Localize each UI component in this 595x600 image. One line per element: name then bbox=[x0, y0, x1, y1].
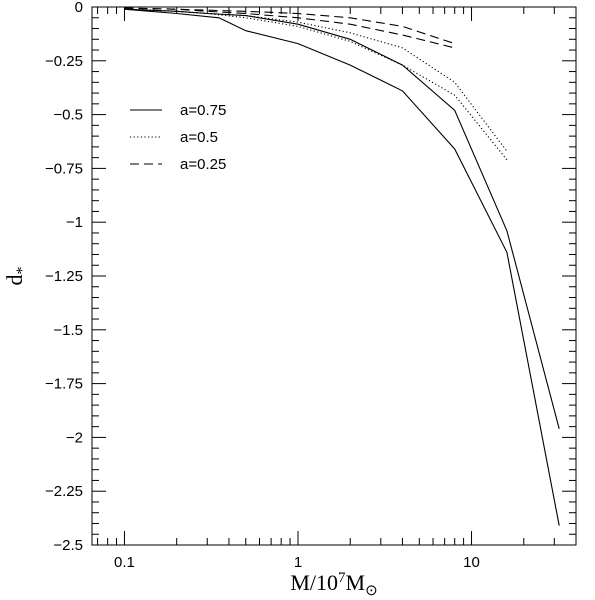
y-tick-label: −1 bbox=[66, 214, 83, 231]
y-tick-label: −2.5 bbox=[53, 537, 83, 554]
x-axis-label: M/107M⊙ bbox=[290, 570, 377, 599]
y-tick-label: −1.75 bbox=[45, 376, 83, 393]
y-axis-label-base: d bbox=[2, 275, 27, 286]
legend: a=0.75 a=0.5 a=0.25 bbox=[130, 102, 226, 173]
tick-labels: 0.1 1 10 0 −0.25 −0.5 −0.75 −1 −1.25 −1.5 −1.75 −2 −… bbox=[45, 0, 480, 571]
x-axis-label-exp: 7 bbox=[338, 570, 346, 586]
y-tick-label: −1.5 bbox=[53, 322, 83, 339]
x-axis-label-sub: ⊙ bbox=[365, 583, 378, 599]
y-axis-label: d* bbox=[2, 267, 31, 286]
x-tick-label: 1 bbox=[294, 554, 302, 571]
axis-ticks bbox=[92, 6, 577, 546]
y-tick-label: −1.25 bbox=[45, 268, 83, 285]
legend-label: a=0.25 bbox=[180, 156, 226, 173]
x-axis-label-base: M/10 bbox=[290, 570, 338, 595]
series-layer bbox=[124, 7, 560, 526]
x-tick-label: 10 bbox=[463, 554, 480, 571]
legend-label: a=0.75 bbox=[180, 102, 226, 119]
series-line-solid bbox=[124, 8, 560, 526]
x-tick-label: 0.1 bbox=[114, 554, 135, 571]
y-tick-label: −0.5 bbox=[53, 107, 83, 124]
plot-frame bbox=[91, 6, 577, 546]
y-tick-label: −0.25 bbox=[45, 53, 83, 70]
series-line-dashed bbox=[124, 7, 455, 49]
y-tick-label: −0.75 bbox=[45, 160, 83, 177]
legend-label: a=0.5 bbox=[180, 129, 218, 146]
y-tick-label: 0 bbox=[75, 0, 83, 16]
y-tick-label: −2.25 bbox=[45, 483, 83, 500]
series-line-solid bbox=[124, 8, 560, 429]
y-axis-label-sub: * bbox=[14, 267, 31, 275]
y-tick-label: −2 bbox=[66, 429, 83, 446]
x-axis-label-tail: M bbox=[346, 570, 366, 595]
